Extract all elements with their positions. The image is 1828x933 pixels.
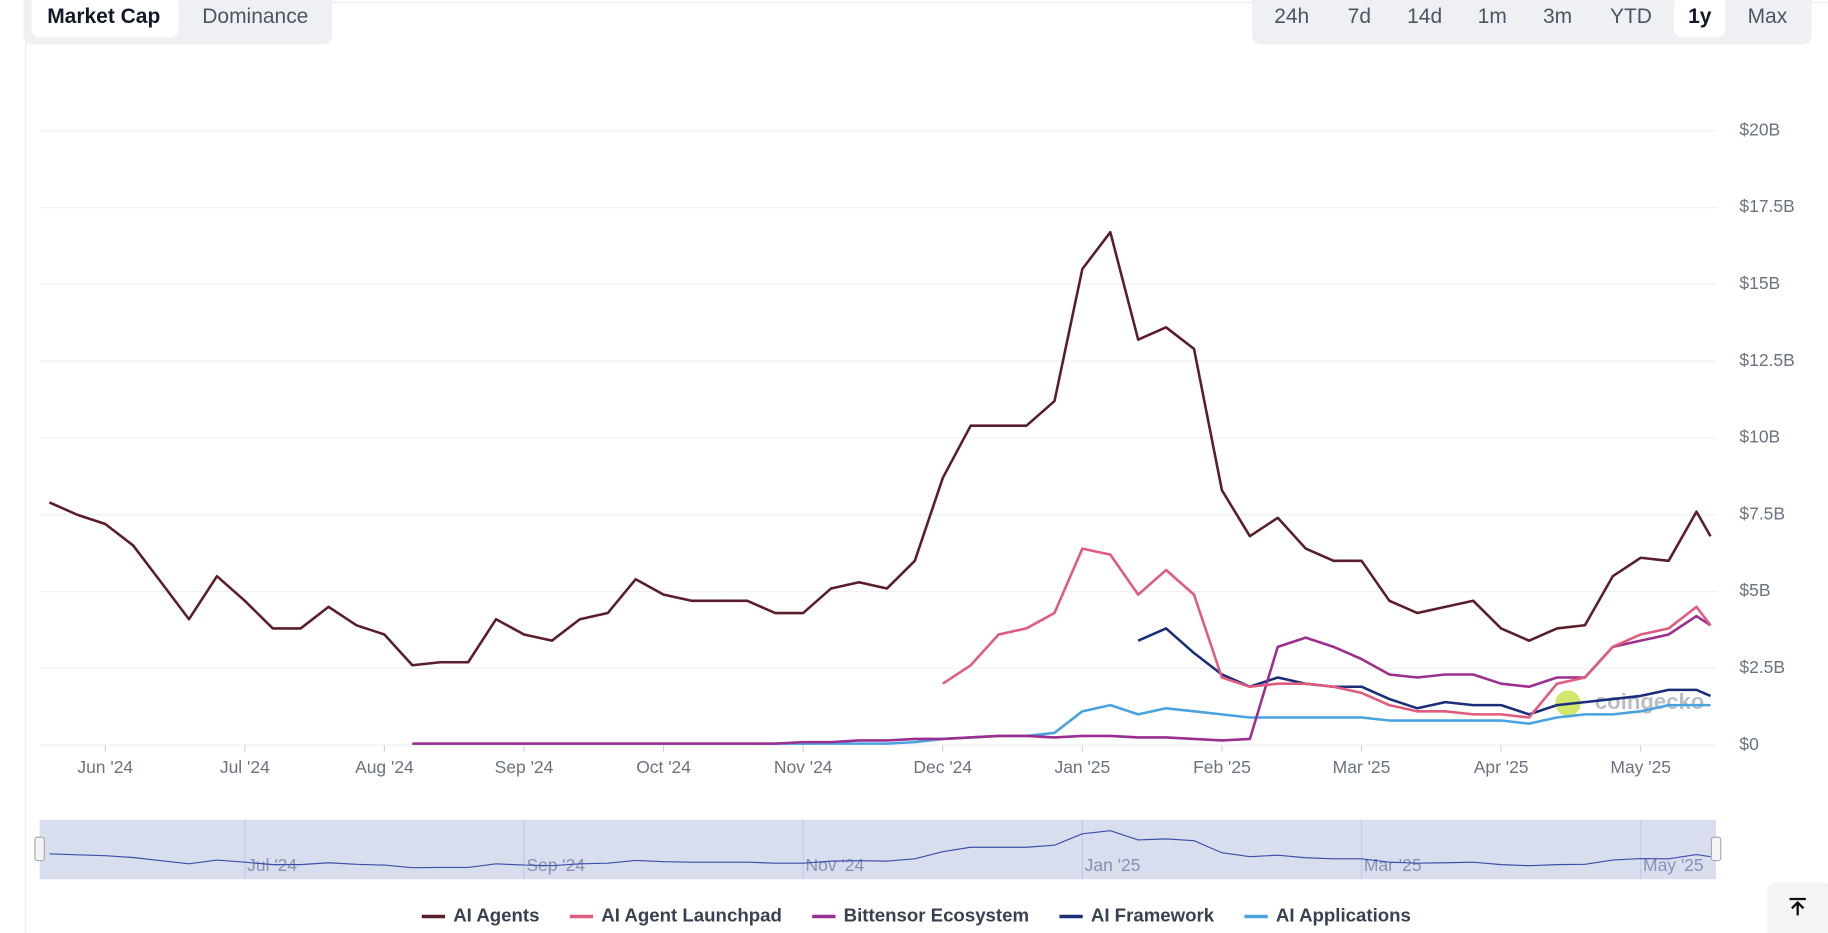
panel-border <box>25 1 1828 933</box>
tab[interactable]: Market Cap <box>47 5 160 28</box>
legend-label: AI Agent Launchpad <box>601 904 782 925</box>
back-to-top[interactable] <box>1767 882 1828 933</box>
x-tick-label: May '25 <box>1610 757 1671 777</box>
navigator-label: Mar '25 <box>1364 855 1422 875</box>
y-tick-label: $2.5B <box>1739 657 1785 677</box>
navigator-handle[interactable] <box>1710 836 1722 862</box>
x-tick-label: Jan '25 <box>1054 757 1110 777</box>
navigator-label: May '25 <box>1643 855 1704 875</box>
legend-label: AI Agents <box>453 904 539 925</box>
tab[interactable]: Dominance <box>202 5 308 28</box>
range-group <box>1252 0 1812 45</box>
x-tick-label: Dec '24 <box>913 757 972 777</box>
x-tick-label: Jun '24 <box>77 757 133 777</box>
y-tick-label: $12.5B <box>1739 350 1794 370</box>
legend-item[interactable]: Bittensor Ecosystem <box>812 904 1029 925</box>
y-tick-label: $5B <box>1739 580 1770 600</box>
y-tick-label: $17.5B <box>1739 196 1794 216</box>
navigator <box>39 819 1717 880</box>
x-tick-label: Nov '24 <box>774 757 833 777</box>
range-button[interactable]: 7d <box>1348 5 1371 28</box>
back-to-top-icon <box>1789 897 1806 916</box>
navigator-handle[interactable] <box>34 836 45 862</box>
range-button[interactable]: 24h <box>1274 5 1309 28</box>
legend-label: AI Framework <box>1091 904 1215 925</box>
x-tick-label: Oct '24 <box>636 757 691 777</box>
range-button[interactable]: 1y <box>1688 5 1712 28</box>
navigator-line <box>49 830 1711 869</box>
navigator-label: Jan '25 <box>1085 855 1141 875</box>
series-line <box>412 614 1712 745</box>
range-button[interactable]: 14d <box>1407 5 1442 28</box>
y-tick-label: $10B <box>1739 427 1780 447</box>
y-tick-label: $20B <box>1739 119 1780 139</box>
legend-label: AI Applications <box>1276 904 1411 925</box>
range-button[interactable]: Max <box>1748 5 1788 28</box>
y-tick-label: $0 <box>1739 734 1759 754</box>
series-line <box>942 547 1712 719</box>
navigator-label: Nov '24 <box>806 855 865 875</box>
x-tick-label: Jul '24 <box>220 757 270 777</box>
legend-item[interactable]: AI Agent Launchpad <box>569 904 782 925</box>
series-line <box>1137 627 1711 716</box>
legend: AI Agents AI Agent Launchpad Bittensor Eco… <box>421 904 1411 925</box>
tab-active-bg[interactable] <box>31 0 179 38</box>
range-button[interactable]: 1m <box>1478 5 1507 28</box>
legend-item[interactable]: AI Applications <box>1244 904 1411 925</box>
x-tick-label: Aug '24 <box>355 757 414 777</box>
x-tick-label: Apr '25 <box>1474 757 1529 777</box>
range-button[interactable]: YTD <box>1610 5 1652 28</box>
y-tick-label: $7.5B <box>1739 503 1785 523</box>
range-button[interactable]: 3m <box>1543 5 1572 28</box>
x-tick-label: Feb '25 <box>1193 757 1251 777</box>
range-active-bg[interactable] <box>1674 0 1726 38</box>
legend-item[interactable]: AI Framework <box>1059 904 1215 925</box>
y-tick-label: $15B <box>1739 273 1780 293</box>
x-tick-label: Sep '24 <box>495 757 554 777</box>
legend-label: Bittensor Ecosystem <box>844 904 1029 925</box>
x-tick-label: Mar '25 <box>1333 757 1391 777</box>
legend-item[interactable]: AI Agents <box>421 904 540 925</box>
series-line <box>48 230 1712 667</box>
